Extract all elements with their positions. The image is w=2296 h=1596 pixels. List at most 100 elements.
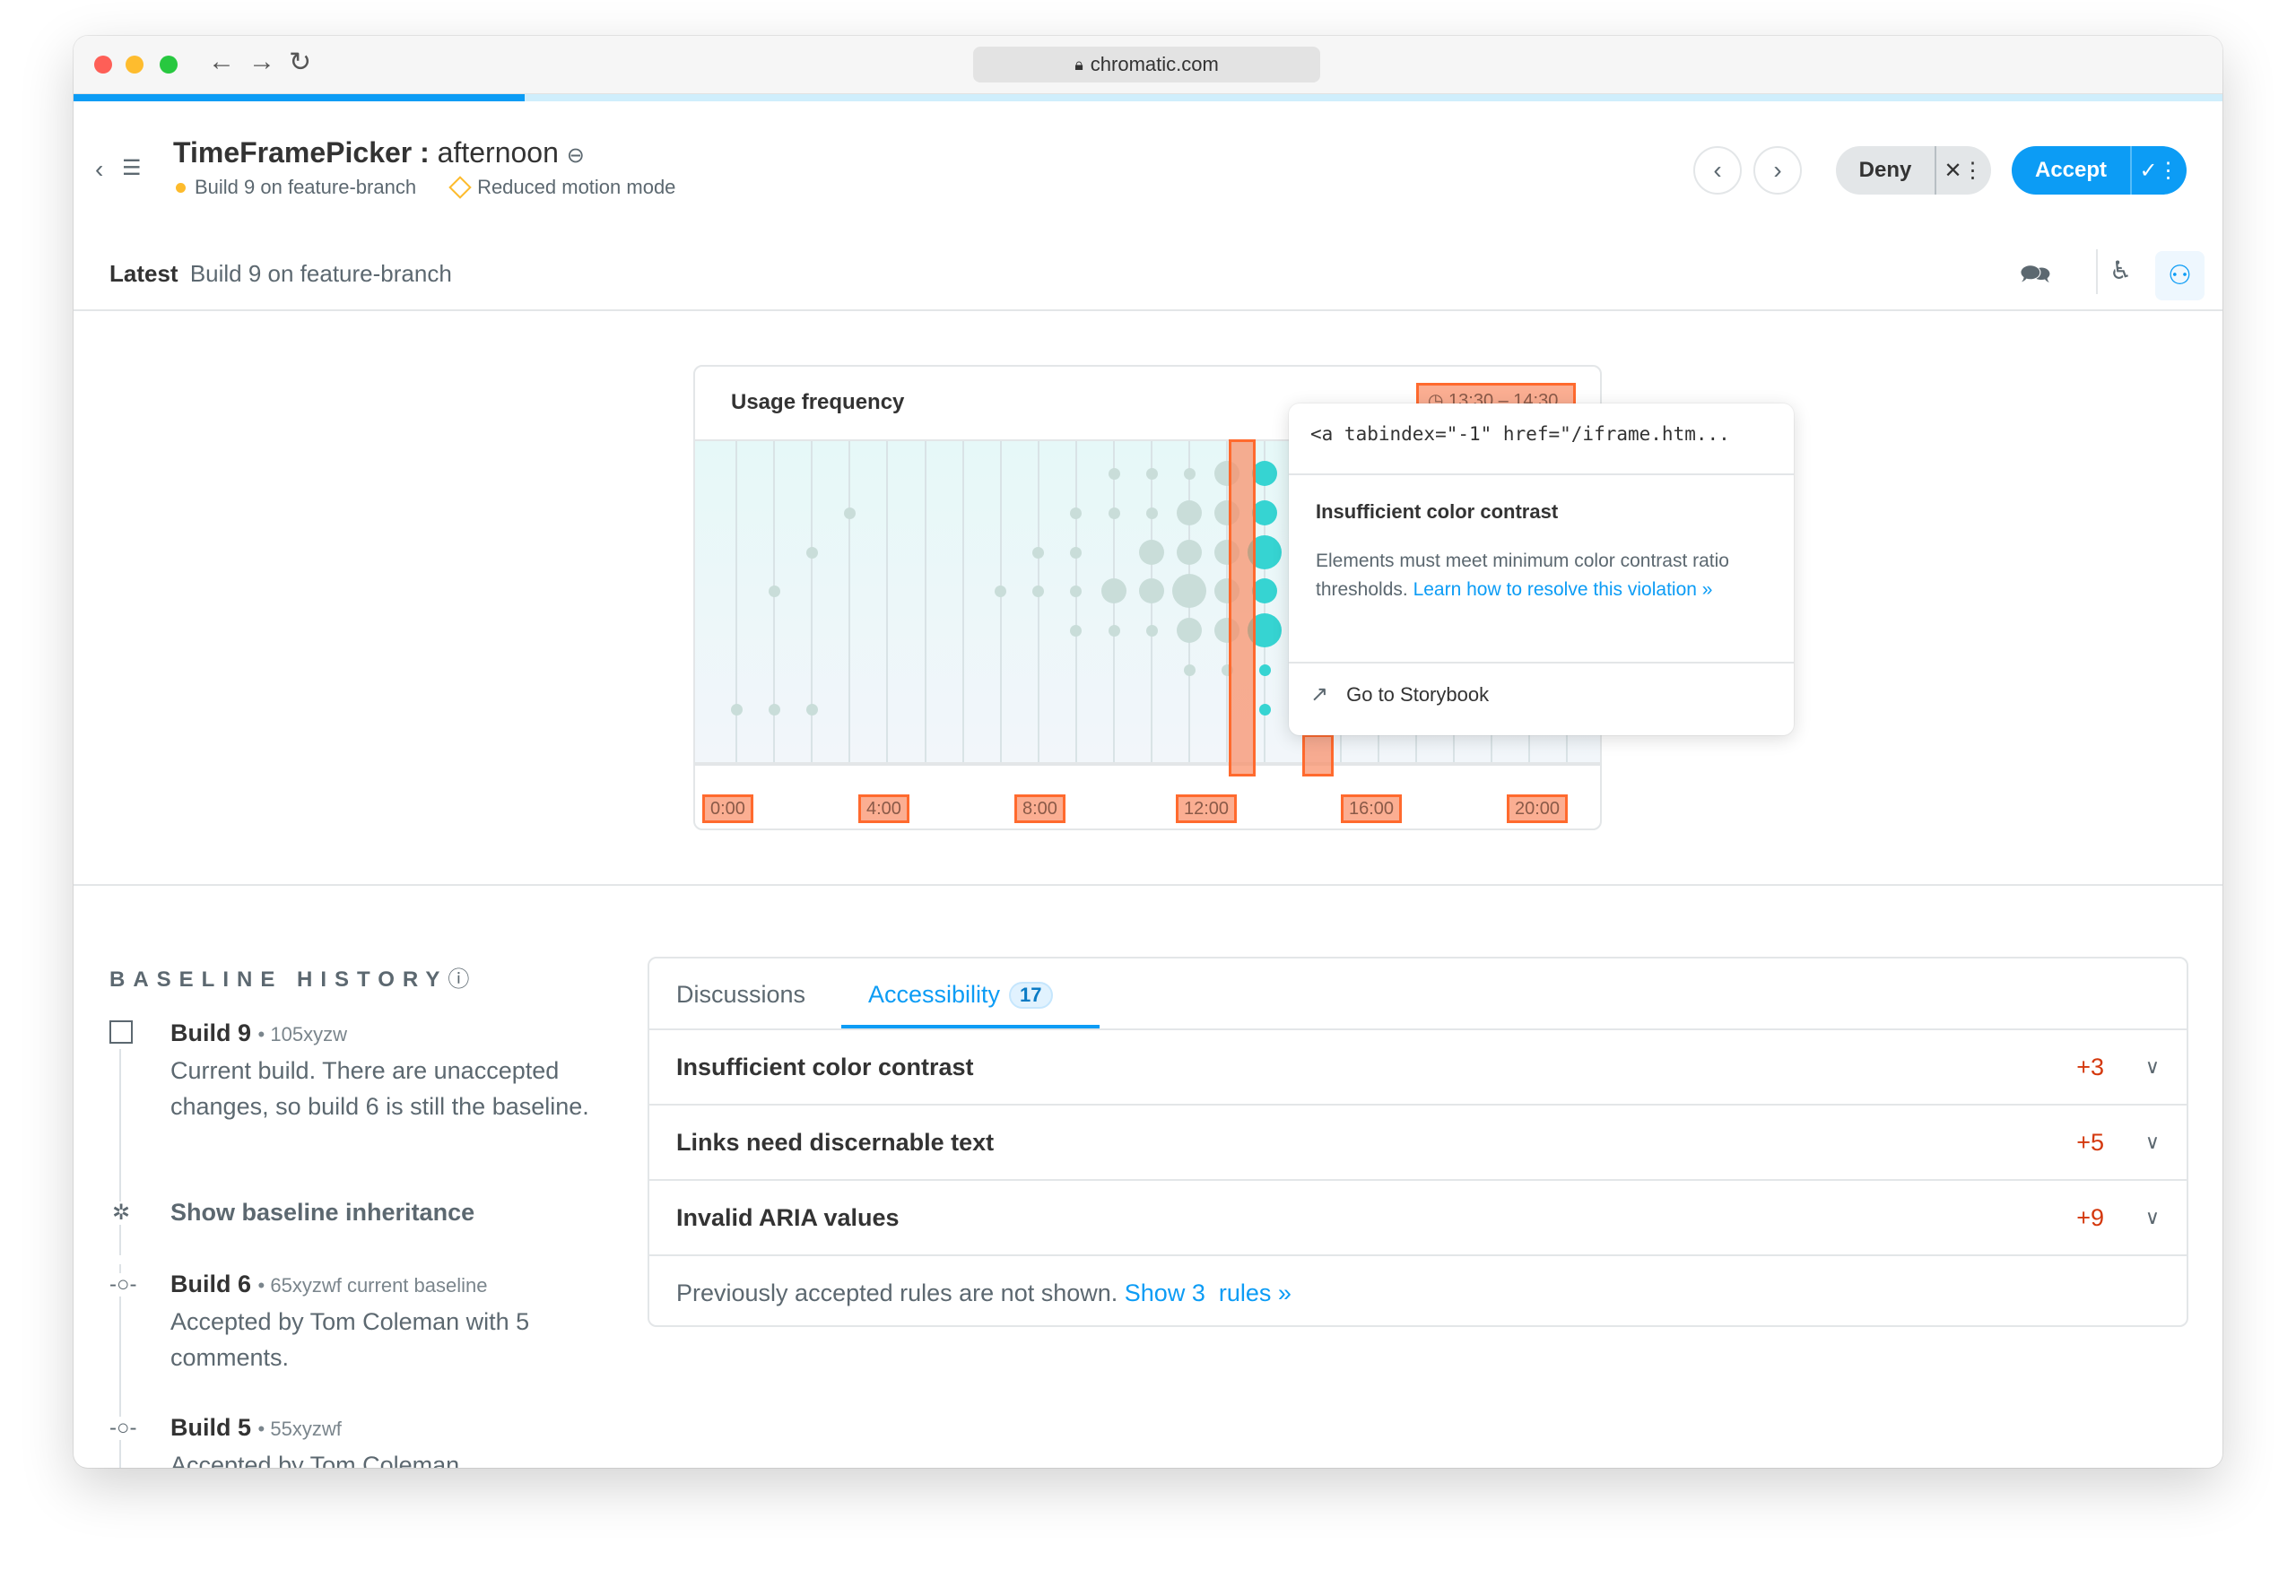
deny-options-icon[interactable]: ✕⋮ <box>1935 146 1991 195</box>
usage-dot <box>1101 578 1126 603</box>
baseline-history-heading: BASELINE HISTORYⓘ <box>109 961 469 993</box>
url-text: chromatic.com <box>1090 53 1219 75</box>
deny-button[interactable]: Deny <box>1858 158 1912 182</box>
close-window-button[interactable] <box>94 56 112 74</box>
header-divider <box>74 309 2222 311</box>
show-baseline-inheritance-button[interactable]: Show baseline inheritance <box>170 1199 475 1226</box>
tab-discussions[interactable]: Discussions <box>676 981 806 1008</box>
usage-dot <box>730 703 743 716</box>
usage-dot <box>1032 585 1045 597</box>
x-axis-tick-label: 16:00 <box>1341 794 1403 823</box>
usage-dot <box>1070 507 1083 519</box>
usage-dot <box>1139 578 1165 603</box>
build-hash: 105xyzw <box>270 1023 347 1045</box>
usage-dot <box>1177 618 1203 643</box>
browser-titlebar: ← → ↻ 🔒︎ chromatic.com <box>74 36 2222 94</box>
section-divider <box>74 884 2222 886</box>
lock-icon: 🔒︎ <box>1074 55 1083 74</box>
build-name: Build 5 <box>170 1414 252 1441</box>
range-end-handle[interactable] <box>1302 734 1334 776</box>
hour-gridline <box>848 441 851 762</box>
back-arrow-icon[interactable]: ← <box>208 47 235 76</box>
history-item-build-6[interactable]: Build 6 • 65xyzwf current baseline Accep… <box>170 1271 530 1371</box>
header-subtitle: Build 9 on feature-branch Reduced motion… <box>176 176 675 199</box>
accepted-rules-footer: Previously accepted rules are not shown.… <box>649 1254 2187 1330</box>
history-item-build-9[interactable]: Build 9 • 105xyzw Current build. There a… <box>170 1019 589 1120</box>
accessibility-off-icon[interactable]: ♿︎ <box>2109 256 2133 284</box>
rule-count: +9 <box>2076 1203 2104 1231</box>
usage-dot <box>1070 546 1083 559</box>
usage-dot <box>1183 664 1196 676</box>
history-item-build-5[interactable]: Build 5 • 55xyzwf Accepted by Tom Colema… <box>170 1410 637 1468</box>
comments-icon[interactable]: 🗪︎ <box>2020 260 2051 288</box>
minimize-window-button[interactable] <box>126 56 144 74</box>
accept-options-icon[interactable]: ✓⋮ <box>2130 146 2187 195</box>
build-status-dot <box>176 182 186 193</box>
tab-accessibility[interactable]: Accessibility 17 <box>868 981 1053 1009</box>
usage-dot <box>1108 624 1120 637</box>
build-description: Accepted by Tom Coleman <box>170 1452 460 1468</box>
chevron-down-icon[interactable]: ∨ <box>2144 1206 2160 1228</box>
collapse-sidebar-chevron-icon[interactable]: ‹ <box>95 155 104 183</box>
usage-dot <box>1177 540 1203 565</box>
help-icon[interactable]: ⓘ <box>448 967 470 992</box>
usage-dot <box>1070 585 1083 597</box>
hour-gridline <box>999 441 1002 762</box>
baseline-history-title: BASELINE HISTORY <box>109 967 448 992</box>
latest-build: Build 9 on feature-branch <box>189 260 452 287</box>
maximize-window-button[interactable] <box>160 56 178 74</box>
rule-row[interactable]: Invalid ARIA values +9 ∨ <box>649 1179 2187 1254</box>
story-link-icon[interactable]: ⊖ <box>566 143 585 168</box>
accept-button-group: Accept ✓⋮ <box>2012 146 2187 195</box>
rule-count: +5 <box>2076 1128 2104 1156</box>
build-name: Build 9 <box>170 1019 252 1046</box>
url-bar[interactable]: 🔒︎ chromatic.com <box>973 47 1320 82</box>
range-start-handle[interactable] <box>1229 439 1256 776</box>
usage-dot <box>1145 467 1158 480</box>
build-status-text: Build 9 on feature-branch <box>195 176 417 198</box>
build-name: Build 6 <box>170 1271 252 1297</box>
mode-text: Reduced motion mode <box>477 176 676 198</box>
usage-dot <box>1252 461 1278 486</box>
rule-row[interactable]: Insufficient color contrast +3 ∨ <box>649 1028 2187 1104</box>
list-icon[interactable]: ☰ <box>122 156 142 180</box>
description-text: Elements must meet minimum color contras… <box>1316 551 1729 600</box>
usage-dot <box>1252 578 1278 603</box>
forward-arrow-icon[interactable]: → <box>248 47 275 76</box>
x-axis-tick-label: 8:00 <box>1014 794 1065 823</box>
chart-title: Usage frequency <box>731 390 905 414</box>
usage-dot <box>1139 540 1165 565</box>
rule-count: +3 <box>2076 1053 2104 1080</box>
rule-row[interactable]: Links need discernable text +5 ∨ <box>649 1104 2187 1179</box>
usage-dot <box>805 546 818 559</box>
chevron-down-icon[interactable]: ∨ <box>2144 1131 2160 1153</box>
accessibility-icon[interactable]: ⚇ <box>2155 251 2205 300</box>
browser-window: ← → ↻ 🔒︎ chromatic.com ‹ ☰ TimeFramePick… <box>74 36 2222 1468</box>
usage-dot <box>1108 467 1120 480</box>
next-story-button[interactable]: › <box>1753 146 1802 195</box>
usage-dot <box>768 585 780 597</box>
chevron-down-icon[interactable]: ∨ <box>2144 1055 2160 1078</box>
usage-dot <box>995 585 1007 597</box>
learn-more-link[interactable]: Learn how to resolve this violation » <box>1413 579 1713 600</box>
accessibility-count-badge: 17 <box>1009 981 1053 1009</box>
build-description: Current build. There are unaccepted chan… <box>170 1057 589 1120</box>
current-build-icon <box>109 1020 133 1044</box>
active-tab-indicator <box>841 1025 1100 1030</box>
footer-text: Previously accepted rules are not shown. <box>676 1279 1118 1306</box>
usage-dot <box>1145 624 1158 637</box>
show-rules-link[interactable]: Show 3 rules » <box>1124 1279 1292 1306</box>
go-to-storybook-button[interactable]: ↗ Go to Storybook <box>1310 681 1489 707</box>
mode-diamond-icon <box>448 176 472 199</box>
usage-dot <box>1145 507 1158 519</box>
tooltip-divider <box>1289 473 1794 475</box>
x-axis-tick-label: 4:00 <box>858 794 909 823</box>
rule-name: Insufficient color contrast <box>676 1053 974 1080</box>
accept-button[interactable]: Accept <box>2034 158 2108 182</box>
reload-icon[interactable]: ↻ <box>289 48 312 77</box>
usage-dot <box>1177 500 1203 525</box>
deny-button-group: Deny ✕⋮ <box>1836 146 1991 195</box>
usage-dot <box>843 507 856 519</box>
previous-story-button[interactable]: ‹ <box>1693 146 1742 195</box>
x-axis-tick-label: 20:00 <box>1507 794 1569 823</box>
